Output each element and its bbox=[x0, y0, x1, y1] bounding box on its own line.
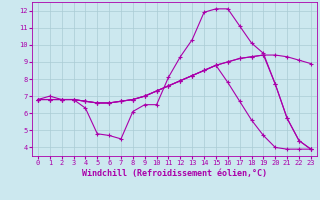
X-axis label: Windchill (Refroidissement éolien,°C): Windchill (Refroidissement éolien,°C) bbox=[82, 169, 267, 178]
